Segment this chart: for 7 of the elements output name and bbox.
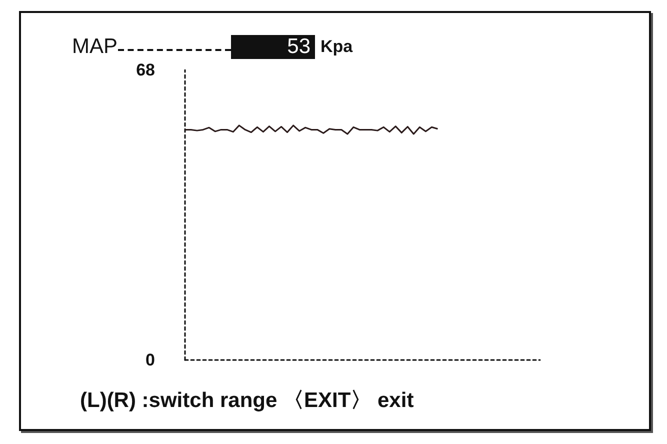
text: (L)(R) :switch range 〈EXIT〉 exit (80, 388, 414, 414)
y-tick-label: 68 (136, 60, 155, 80)
text: Kpa (320, 37, 353, 57)
text: 53 (230, 35, 315, 59)
y-tick-label: 0 (146, 350, 155, 370)
chart-title: MAP (72, 35, 118, 59)
line-series (184, 124, 438, 135)
